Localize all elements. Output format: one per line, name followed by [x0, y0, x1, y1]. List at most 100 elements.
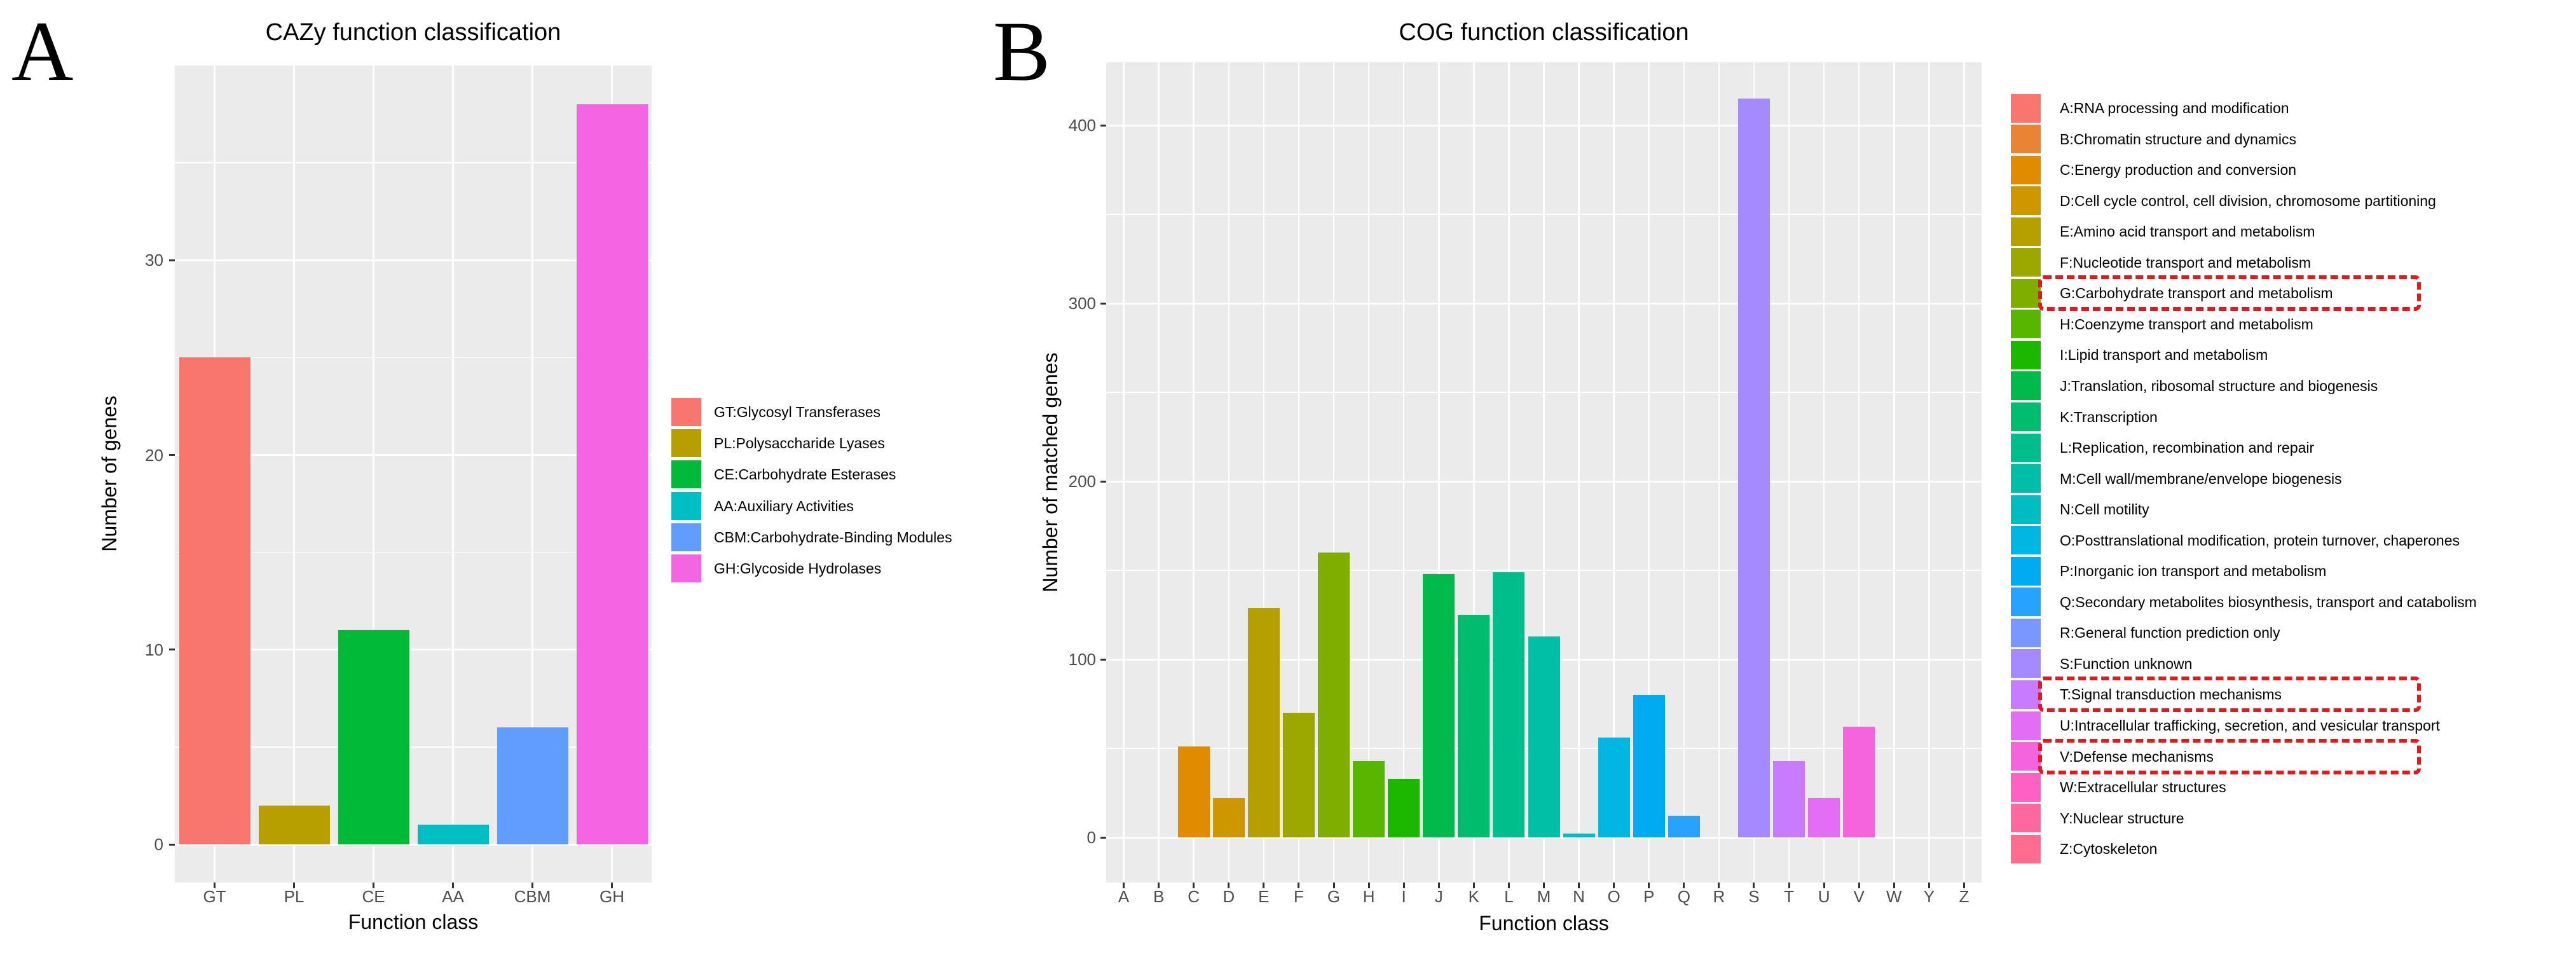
x-tick-label: CE	[362, 887, 385, 906]
x-tick-mark	[611, 883, 613, 888]
legend-swatch-M	[2011, 464, 2041, 493]
bar-O	[1598, 738, 1630, 837]
x-tick-mark	[1402, 883, 1405, 888]
y-tick-mark	[1100, 124, 1106, 127]
x-tick-mark	[214, 883, 216, 888]
legend-label-K: K:Transcription	[2060, 408, 2158, 425]
legend-label-S: S:Function unknown	[2060, 655, 2193, 672]
panel-a-chart-title: CAZy function classification	[265, 19, 561, 46]
legend-swatch-A	[2011, 93, 2041, 123]
v-gridline	[1508, 62, 1510, 883]
x-tick-mark	[1507, 883, 1510, 888]
legend-swatch-Y	[2011, 804, 2041, 833]
legend-swatch-G	[2011, 278, 2041, 308]
x-tick-mark	[1228, 883, 1230, 888]
h-gridline-major	[175, 454, 652, 456]
legend-label-Z: Z:Cytoskeleton	[2060, 841, 2158, 858]
v-gridline	[452, 65, 454, 883]
bar-V	[1843, 727, 1875, 837]
x-tick-mark	[373, 883, 374, 888]
v-gridline	[1613, 62, 1615, 883]
panel-a-plot-area	[175, 65, 652, 883]
y-tick-label: 200	[1068, 472, 1096, 491]
panel-b-letter: B	[993, 4, 1051, 99]
x-tick-mark	[1193, 883, 1195, 888]
bar-U	[1808, 798, 1840, 837]
legend-label-W: W:Extracellular structures	[2060, 779, 2226, 796]
legend-swatch-D	[2011, 186, 2041, 216]
bar-G	[1318, 553, 1350, 837]
x-tick-mark	[1928, 883, 1930, 888]
y-tick-mark	[169, 259, 175, 261]
x-tick-label: R	[1713, 887, 1725, 906]
legend-label-U: U:Intracellular trafficking, secretion, …	[2060, 717, 2440, 734]
x-tick-label: G	[1327, 887, 1341, 906]
h-gridline-minor	[175, 746, 652, 748]
x-tick-label: I	[1401, 887, 1406, 906]
legend-swatch-C	[2011, 155, 2041, 184]
bar-GT	[179, 357, 250, 844]
legend-label-G: G:Carbohydrate transport and metabolism	[2060, 285, 2333, 302]
bar-Q	[1668, 816, 1700, 837]
v-gridline	[1367, 62, 1370, 883]
h-gridline-major	[1106, 124, 1982, 127]
legend-label-AA: AA:Auxiliary Activities	[714, 497, 854, 514]
x-tick-label: C	[1188, 887, 1200, 906]
legend-swatch-J	[2011, 371, 2041, 401]
y-tick-mark	[169, 843, 175, 846]
x-tick-mark	[293, 883, 295, 888]
h-gridline-minor	[1106, 214, 1982, 215]
x-tick-label: E	[1258, 887, 1270, 906]
x-tick-label: A	[1118, 887, 1130, 906]
x-tick-mark	[1963, 883, 1965, 888]
legend-swatch-B	[2011, 125, 2041, 154]
legend-label-H: H:Coenzyme transport and metabolism	[2060, 315, 2313, 333]
h-gridline-minor	[175, 357, 652, 359]
legend-label-PL: PL:Polysaccharide Lyases	[714, 435, 885, 452]
v-gridline	[531, 65, 533, 883]
bar-H	[1353, 760, 1385, 837]
h-gridline-major	[175, 843, 652, 846]
x-tick-label: CBM	[514, 887, 551, 906]
legend-label-I: I:Lipid transport and metabolism	[2060, 347, 2268, 364]
bar-P	[1633, 695, 1665, 837]
v-gridline	[293, 65, 295, 883]
x-tick-label: F	[1293, 887, 1304, 906]
x-tick-mark	[1263, 883, 1265, 888]
bar-N	[1563, 834, 1595, 837]
legend-label-V: V:Defense mechanisms	[2060, 748, 2214, 765]
legend-swatch-PL	[671, 429, 701, 458]
v-gridline	[1963, 62, 1965, 883]
legend-swatch-CBM	[671, 523, 701, 551]
v-gridline	[1683, 62, 1685, 883]
y-tick-label: 30	[145, 251, 163, 270]
panel-b-x-axis-title: Function class	[1479, 912, 1609, 935]
x-tick-mark	[1158, 883, 1160, 888]
x-tick-mark	[531, 883, 533, 888]
x-tick-mark	[1543, 883, 1545, 888]
bar-I	[1388, 778, 1420, 837]
x-tick-label: T	[1784, 887, 1794, 906]
x-tick-label: U	[1818, 887, 1830, 906]
bar-F	[1282, 713, 1315, 837]
legend-swatch-O	[2011, 526, 2041, 555]
y-tick-label: 20	[145, 445, 163, 465]
legend-swatch-V	[2011, 742, 2041, 771]
panel-b-chart-title: COG function classification	[1399, 19, 1689, 46]
legend-label-M: M:Cell wall/membrane/envelope biogenesis	[2060, 470, 2342, 487]
h-gridline-major	[1106, 302, 1982, 305]
bar-AA	[417, 825, 489, 844]
x-tick-mark	[1788, 883, 1790, 888]
v-gridline	[1298, 62, 1300, 883]
y-tick-mark	[1100, 302, 1106, 305]
legend-swatch-R	[2011, 618, 2041, 647]
x-tick-label: AA	[442, 887, 464, 906]
v-gridline	[1473, 62, 1475, 883]
x-tick-mark	[1893, 883, 1895, 888]
x-tick-mark	[1367, 883, 1370, 888]
legend-swatch-W	[2011, 773, 2041, 802]
x-tick-label: S	[1748, 887, 1760, 906]
legend-swatch-S	[2011, 649, 2041, 678]
x-tick-mark	[1472, 883, 1475, 888]
